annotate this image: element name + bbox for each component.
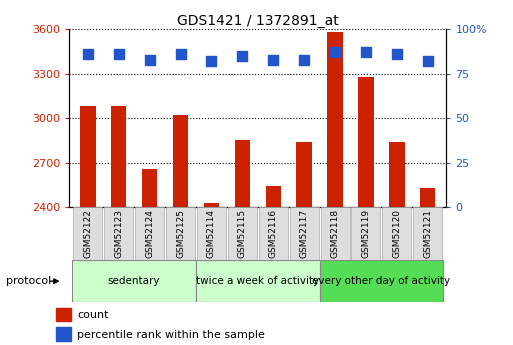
Text: GSM52117: GSM52117: [300, 209, 309, 258]
Point: [331, 50, 339, 55]
Bar: [266, 186, 281, 207]
Point: [146, 57, 154, 62]
Text: sedentary: sedentary: [108, 276, 161, 286]
Bar: [111, 106, 126, 207]
Bar: [204, 203, 219, 207]
Title: GDS1421 / 1372891_at: GDS1421 / 1372891_at: [177, 14, 339, 28]
Text: GSM52125: GSM52125: [176, 209, 185, 258]
Text: GSM52114: GSM52114: [207, 209, 216, 258]
Bar: [413, 207, 442, 260]
Bar: [166, 207, 195, 260]
Point: [207, 59, 215, 64]
Text: percentile rank within the sample: percentile rank within the sample: [77, 329, 265, 339]
Text: twice a week of activity: twice a week of activity: [196, 276, 320, 286]
Bar: [104, 207, 133, 260]
Bar: [351, 207, 381, 260]
Point: [84, 51, 92, 57]
Text: GSM52124: GSM52124: [145, 209, 154, 258]
Bar: [234, 140, 250, 207]
Text: every other day of activity: every other day of activity: [312, 276, 450, 286]
Bar: [73, 207, 102, 260]
Point: [114, 51, 123, 57]
Point: [393, 51, 401, 57]
Text: GSM52120: GSM52120: [392, 209, 401, 258]
Text: count: count: [77, 310, 109, 320]
Bar: [327, 32, 343, 207]
Bar: [259, 207, 288, 260]
Bar: [197, 207, 226, 260]
Text: GSM52122: GSM52122: [83, 209, 92, 258]
Bar: [196, 260, 320, 302]
Bar: [382, 207, 411, 260]
Bar: [55, 327, 71, 341]
Text: GSM52119: GSM52119: [362, 209, 370, 258]
Bar: [290, 207, 319, 260]
Bar: [321, 207, 349, 260]
Bar: [420, 188, 436, 207]
Bar: [320, 260, 443, 302]
Bar: [228, 207, 257, 260]
Point: [362, 50, 370, 55]
Bar: [297, 142, 312, 207]
Bar: [358, 77, 373, 207]
Point: [238, 53, 246, 59]
Bar: [389, 142, 405, 207]
Point: [424, 59, 432, 64]
Bar: [135, 207, 164, 260]
Text: GSM52115: GSM52115: [238, 209, 247, 258]
Text: GSM52123: GSM52123: [114, 209, 123, 258]
Text: GSM52118: GSM52118: [330, 209, 340, 258]
Text: GSM52121: GSM52121: [423, 209, 432, 258]
Text: protocol: protocol: [6, 276, 51, 286]
Text: GSM52116: GSM52116: [269, 209, 278, 258]
Point: [269, 57, 278, 62]
Bar: [55, 308, 71, 322]
Bar: [173, 115, 188, 207]
Bar: [80, 106, 95, 207]
Bar: [142, 168, 157, 207]
Point: [300, 57, 308, 62]
Bar: [72, 260, 196, 302]
Point: [176, 51, 185, 57]
